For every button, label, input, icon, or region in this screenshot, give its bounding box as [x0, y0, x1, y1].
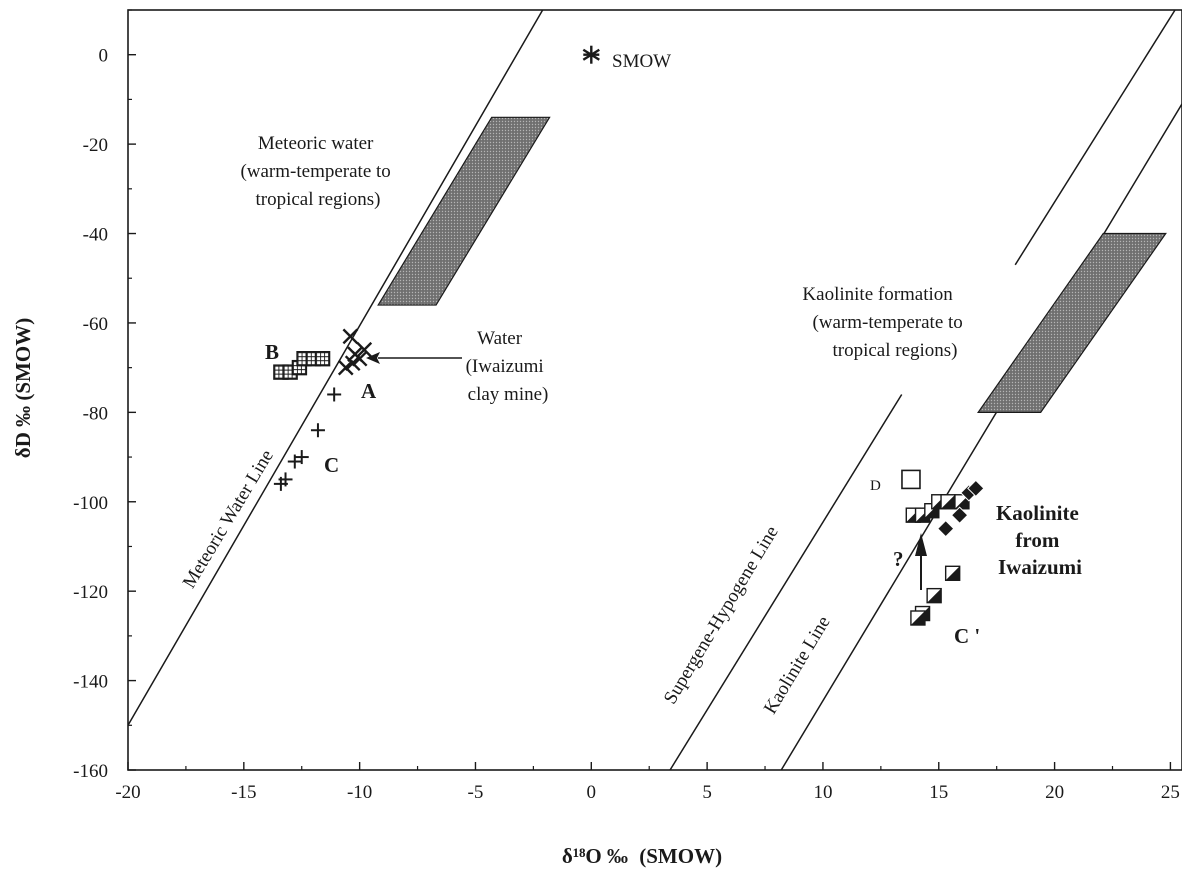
y-tick-label: -160	[73, 761, 108, 782]
data-point	[937, 519, 955, 538]
data-point	[314, 351, 331, 367]
kaolinite-field-label: Kaolinite formation (warm-temperate to t…	[802, 284, 967, 361]
data-point	[327, 387, 342, 402]
data-point	[337, 359, 354, 376]
data-point	[582, 45, 600, 64]
data-point	[967, 479, 985, 498]
data-point	[273, 476, 288, 491]
meteoric-line-label: Meteoric Water Line	[179, 446, 278, 592]
data-point	[940, 494, 956, 510]
x-tick-label: -5	[468, 782, 484, 803]
x-tick-label: -10	[347, 782, 372, 803]
data-point	[901, 469, 921, 490]
y-tick-label: -80	[83, 403, 108, 424]
label-d: D	[870, 478, 881, 494]
water-label: Water (Iwaizumi clay mine)	[466, 328, 549, 405]
x-tick-label: -20	[115, 782, 140, 803]
data-point	[351, 350, 368, 367]
data-point	[310, 423, 325, 438]
y-tick-label: -60	[83, 314, 108, 335]
x-axis-title: δ¹⁸O ‰ (SMOW)	[562, 844, 722, 868]
data-point	[926, 587, 942, 604]
x-axis-title-main: δ¹⁸O ‰	[562, 844, 628, 868]
smow-label: SMOW	[612, 51, 671, 72]
supergene-line-label: Supergene-Hypogene Line	[660, 522, 783, 708]
y-tick-label: 0	[99, 46, 109, 67]
shaded-fields	[377, 116, 1167, 413]
data-point	[950, 506, 969, 524]
reference-line	[128, 10, 544, 726]
x-tick-label: 15	[929, 782, 948, 803]
label-a: A	[361, 379, 377, 403]
plot-frame	[127, 9, 1182, 771]
label-c: C	[324, 453, 339, 477]
x-tick-label: 5	[702, 782, 712, 803]
y-tick-label: -140	[73, 672, 108, 693]
label-c-prime: C '	[954, 624, 980, 648]
x-tick-label: 0	[587, 782, 597, 803]
y-tick-label: -40	[83, 225, 108, 246]
kaolinite-line-label: Kaolinite Line	[760, 612, 835, 717]
x-tick-label: 25	[1161, 782, 1180, 803]
x-axis-title-unit: (SMOW)	[639, 844, 722, 868]
x-tick-label: 20	[1045, 782, 1064, 803]
x-tick-label: 10	[813, 782, 832, 803]
water-arrow	[366, 352, 462, 364]
reference-line	[780, 103, 1182, 770]
data-point	[910, 610, 926, 626]
axis-ticks: -20 -15 -10 -5 0 5 10 15 20 25 0 -20 -40 -60 -80 -100 -1…	[73, 9, 1180, 803]
reference-lines	[128, 10, 1182, 770]
reference-line	[669, 394, 903, 770]
data-point	[356, 341, 373, 358]
data-point	[944, 565, 961, 581]
y-axis-title: δD ‰ (SMOW)	[11, 318, 35, 458]
data-point	[342, 328, 359, 345]
y-tick-label: -120	[73, 582, 108, 603]
kaolinite-iwaizumi-label: Kaolinite from Iwaizumi	[996, 501, 1084, 579]
x-tick-label: -15	[231, 782, 256, 803]
question-mark: ?	[893, 547, 904, 571]
shaded-field	[377, 116, 551, 306]
data-points	[273, 45, 985, 626]
question-arrow	[915, 533, 927, 590]
y-tick-label: -20	[83, 135, 108, 156]
y-tick-label: -100	[73, 493, 108, 514]
shaded-field	[976, 232, 1167, 413]
reference-line	[1014, 10, 1176, 266]
data-point	[344, 355, 361, 372]
label-b: B	[265, 340, 279, 364]
data-point	[954, 494, 970, 510]
data-point	[287, 454, 302, 469]
meteoric-field-label: Meteoric water (warm-temperate to tropic…	[240, 133, 395, 210]
